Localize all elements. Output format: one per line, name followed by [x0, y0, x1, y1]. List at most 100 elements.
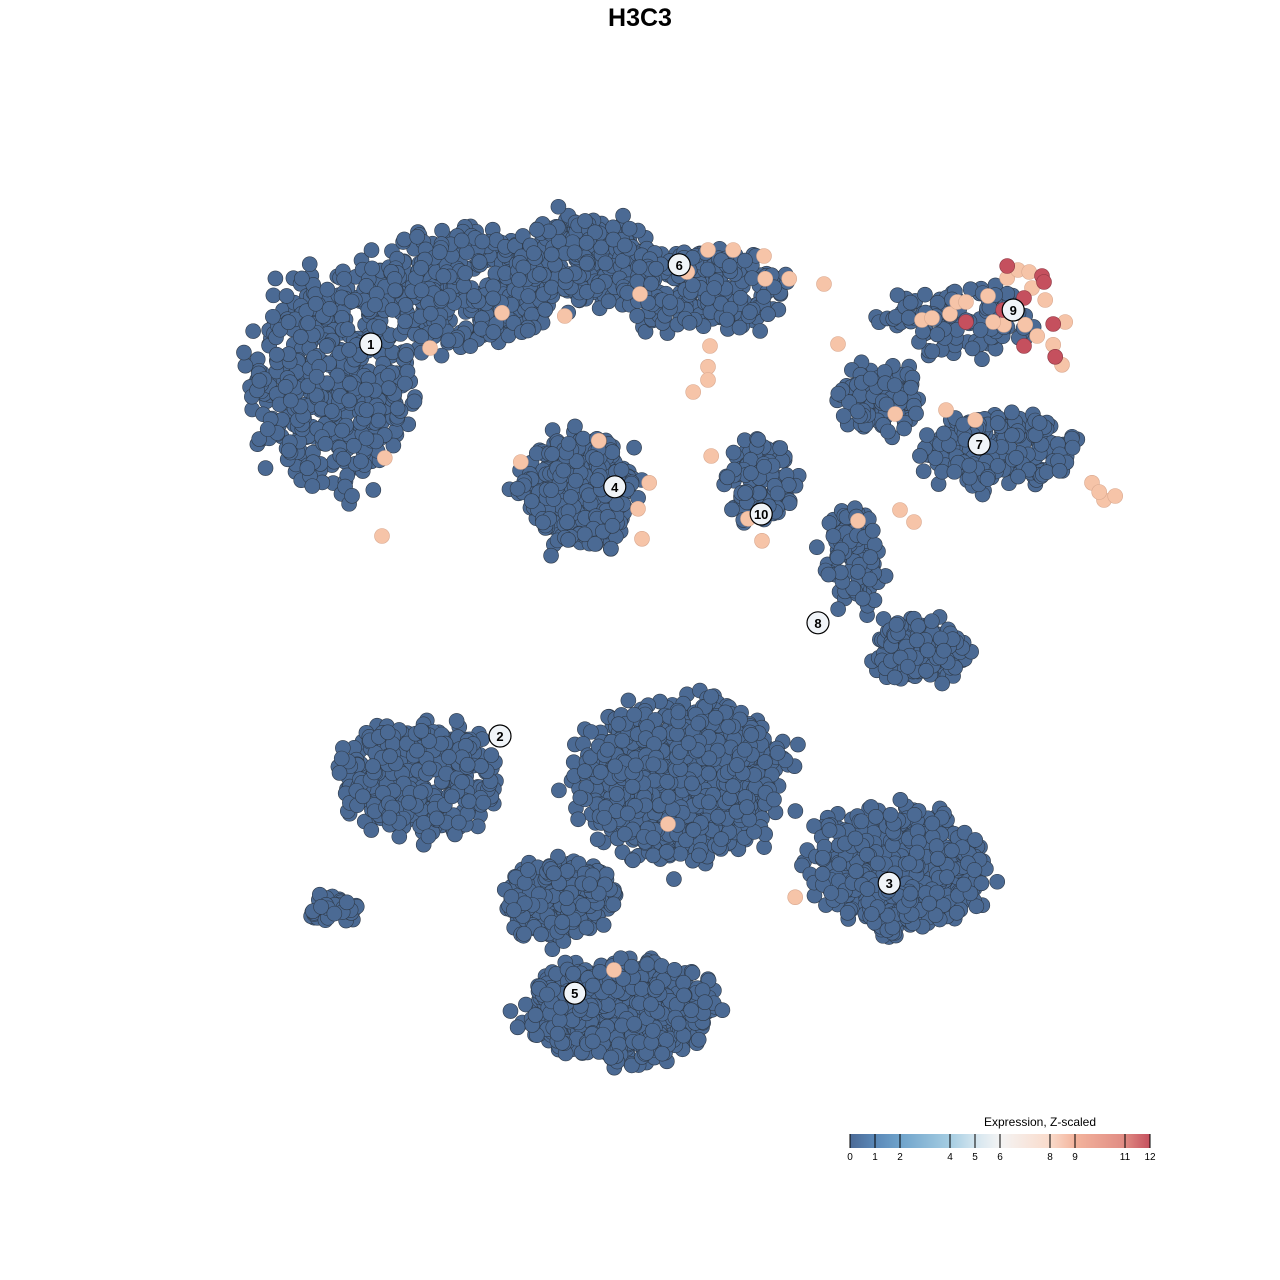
- cell-point: [629, 308, 645, 324]
- cell-point: [929, 850, 946, 867]
- cell-point: [600, 293, 617, 310]
- cell-point: [578, 255, 595, 272]
- cell-point: [690, 715, 707, 732]
- cell-point: [474, 233, 491, 250]
- cell-point: [710, 808, 726, 825]
- cell-point: [321, 301, 338, 317]
- cell-point: [406, 393, 423, 410]
- cell-point: [701, 794, 717, 811]
- cell-point: [619, 805, 636, 822]
- cell-point: [558, 267, 574, 284]
- cell-point: [701, 765, 717, 782]
- cell-point: [955, 876, 972, 893]
- cell-point: [718, 311, 735, 328]
- cell-point: [281, 442, 297, 459]
- cell-point: [750, 431, 766, 448]
- cell-point: [245, 323, 261, 339]
- cell-point: [616, 826, 633, 842]
- cell-point: [621, 220, 638, 237]
- cell-point: [769, 485, 786, 502]
- cell-point: [282, 392, 299, 409]
- cell-point: [737, 485, 753, 501]
- cell-point: [429, 810, 445, 827]
- cell-point: [624, 778, 641, 795]
- cell-point: [601, 979, 617, 995]
- cell-point: [323, 403, 340, 419]
- cell-point: [251, 372, 268, 389]
- cell-point: [979, 471, 996, 487]
- cell-point: [385, 437, 402, 454]
- cell-point: [821, 822, 838, 838]
- cell-point: [237, 357, 254, 374]
- cell-point: [597, 255, 614, 272]
- cell-point: [485, 290, 501, 307]
- cell-point: [509, 480, 526, 497]
- cell-point: [685, 822, 702, 838]
- cell-point: [529, 221, 545, 238]
- cell-point: [743, 465, 759, 481]
- cell-point: [466, 288, 482, 304]
- cell-point: [384, 302, 401, 318]
- cell-point: [589, 278, 606, 294]
- cell-point: [719, 469, 736, 486]
- cell-point: [626, 1016, 643, 1032]
- cell-point: [588, 451, 605, 467]
- cell-point: [524, 306, 540, 323]
- cell-point: [559, 514, 575, 531]
- cell-point: [560, 532, 576, 548]
- cell-point: [672, 846, 689, 862]
- cell-point: [299, 460, 316, 476]
- cell-point: [946, 464, 963, 480]
- cell-point: [683, 1002, 700, 1018]
- cell-point: [1010, 468, 1026, 485]
- cell-point: [412, 784, 429, 801]
- cell-point: [880, 423, 896, 440]
- cell-point: [732, 289, 749, 306]
- chart-title: H3C3: [608, 4, 672, 32]
- cell-point: [814, 849, 831, 866]
- cell-point: [301, 256, 318, 272]
- cell-point: [278, 288, 295, 304]
- cell-point: [603, 540, 619, 557]
- cell-point: [566, 244, 583, 261]
- cell-point: [901, 855, 917, 872]
- cell-point: [341, 342, 357, 358]
- cell-point: [1003, 404, 1020, 421]
- cell-point: [543, 482, 559, 498]
- cell-point: [401, 794, 417, 811]
- cell-point: [396, 231, 413, 248]
- cell-point: [575, 430, 591, 447]
- cell-point: [358, 381, 374, 398]
- cell-point: [924, 613, 940, 629]
- cell-point: [691, 847, 707, 864]
- cell-point: [915, 463, 932, 480]
- cell-point: [475, 794, 492, 811]
- cell-point: [862, 549, 879, 566]
- cell-point: [900, 309, 917, 326]
- cell-point: [345, 438, 362, 454]
- cell-point: [921, 895, 938, 912]
- cell-point: [543, 279, 560, 296]
- cell-point: [756, 839, 772, 855]
- cell-point: [830, 385, 847, 402]
- cell-point: [502, 1003, 519, 1019]
- cell-point: [440, 332, 457, 349]
- cell-point: [919, 427, 935, 443]
- cell-point: [592, 764, 609, 780]
- cell-point: [859, 881, 876, 897]
- cell-point: [537, 301, 554, 318]
- cell-point: [589, 831, 606, 848]
- cell-point: [888, 616, 905, 633]
- cell-point: [413, 328, 429, 345]
- cell-point: [863, 906, 880, 922]
- cell-point: [920, 642, 936, 659]
- cell-point: [610, 716, 627, 732]
- cell-point: [659, 774, 676, 790]
- cell-point: [1008, 449, 1024, 466]
- cell-point: [365, 758, 381, 775]
- background-cells: [236, 198, 1086, 1076]
- cell-point: [896, 420, 912, 437]
- cell-point: [755, 288, 772, 305]
- cell-point: [900, 658, 916, 675]
- cell-point: [918, 663, 934, 679]
